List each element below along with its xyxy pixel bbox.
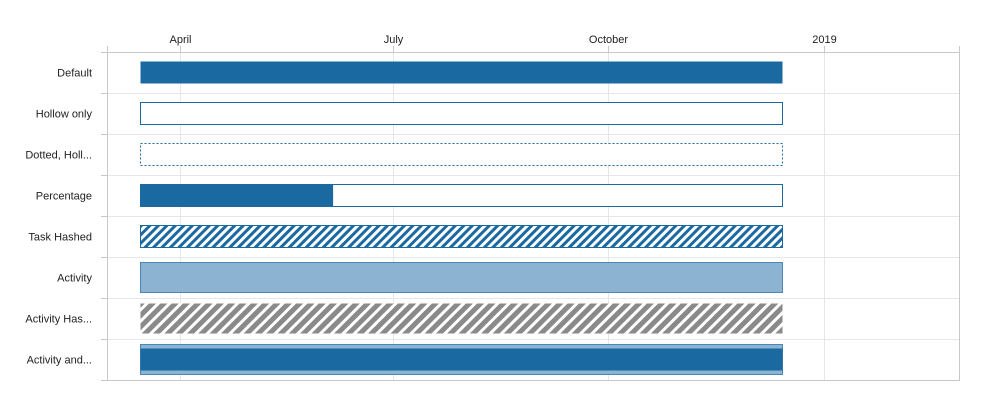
task-label: Percentage <box>36 191 92 203</box>
task-bar-progress <box>140 184 334 207</box>
task-bars <box>140 61 783 375</box>
task-bar-dotted <box>140 143 783 166</box>
task-label: Activity and... <box>27 355 92 367</box>
x-tick-label: July <box>384 34 404 46</box>
task-bar <box>140 61 783 84</box>
task-label: Dotted, Holl... <box>25 150 92 162</box>
x-tick-label: April <box>169 34 191 46</box>
x-tick-label: 2019 <box>812 34 836 46</box>
task-bar-hollow <box>140 102 783 125</box>
activity-bar-hashed <box>140 303 783 334</box>
time-axis: April July October 2019 <box>101 34 960 381</box>
task-labels: Default Hollow only Dotted, Holl... Percent… <box>25 68 92 367</box>
task-label: Hollow only <box>36 109 93 121</box>
task-label: Task Hashed <box>28 232 92 244</box>
grid-layer <box>107 52 960 380</box>
task-label: Default <box>57 68 92 80</box>
x-tick-label: October <box>589 34 628 46</box>
activity-bar <box>140 262 783 293</box>
task-bar-hashed <box>140 225 783 248</box>
task-label: Activity Has... <box>25 314 92 326</box>
task-label: Activity <box>57 273 92 285</box>
task-bar <box>140 348 783 371</box>
